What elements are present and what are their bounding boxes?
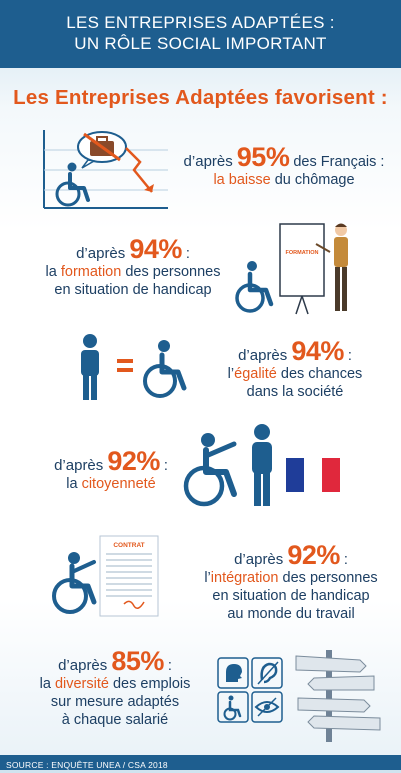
- item4-percent: 92%: [107, 446, 160, 476]
- item5-percent: 92%: [287, 540, 340, 570]
- item6-line4: à chaque salarié: [61, 712, 169, 728]
- item3-line2-pre: l’: [227, 366, 235, 382]
- trainer-icon: [235, 223, 348, 315]
- item3-prefix: d’après: [238, 347, 288, 364]
- header-title-line2: UN RÔLE SOCIAL IMPORTANT: [74, 34, 327, 53]
- board-label: FORMATION: [285, 250, 319, 256]
- item1-suffix: des Français :: [293, 154, 385, 170]
- item2-line3: en situation de handicap: [54, 282, 212, 298]
- item4-suffix: :: [163, 458, 168, 474]
- item3-suffix: :: [347, 348, 352, 364]
- item4-highlight: citoyenneté: [81, 476, 156, 492]
- item2-rest: des personnes: [125, 264, 221, 280]
- item4-prefix: d’après: [54, 457, 104, 474]
- item5-text: d’après 92% : l’intégration des personne…: [186, 542, 396, 623]
- citizenship-icon: [183, 424, 340, 507]
- item6-line2-pre: la: [39, 676, 51, 692]
- item3-percent: 94%: [291, 336, 344, 366]
- equality-icon: [81, 334, 187, 400]
- item5-suffix: :: [343, 552, 348, 568]
- item5-line2-pre: l’: [204, 570, 211, 586]
- item6-prefix: d’après: [58, 657, 108, 674]
- source-credit: SOURCE : ENQUÊTE UNEA / CSA 2018: [6, 760, 168, 770]
- item3-text: d’après 94% : l’égalité des chances dans…: [200, 338, 390, 401]
- item2-suffix: :: [185, 246, 190, 262]
- item5-line4: au monde du travail: [227, 606, 355, 622]
- item4-line2-pre: la: [66, 476, 78, 492]
- contract-label: CONTRAT: [113, 542, 145, 549]
- item5-rest: des personnes: [282, 570, 378, 586]
- item2-line2-pre: la: [45, 264, 57, 280]
- item6-rest: des emplois: [112, 676, 191, 692]
- item3-highlight: égalité: [234, 366, 277, 382]
- item6-line3: sur mesure adaptés: [50, 694, 180, 710]
- item6-text: d’après 85% : la diversité des emplois s…: [20, 648, 210, 729]
- item2-prefix: d’après: [76, 245, 126, 262]
- item1-rest: du chômage: [274, 172, 355, 188]
- item4-text: d’après 92% : la citoyenneté: [36, 448, 186, 493]
- wheelchair-chart-icon: [43, 130, 168, 209]
- item2-text: d’après 94% : la formation des personnes…: [28, 236, 238, 299]
- item2-highlight: formation: [60, 264, 122, 280]
- item6-suffix: :: [167, 658, 172, 674]
- item1-text: d’après 95% des Français : la baisse du …: [174, 144, 394, 189]
- item5-prefix: d’après: [234, 551, 284, 568]
- item6-highlight: diversité: [54, 676, 109, 692]
- item3-line3: dans la société: [246, 384, 344, 400]
- item2-percent: 94%: [129, 234, 182, 264]
- item3-rest: des chances: [280, 366, 363, 382]
- header-banner: LES ENTREPRISES ADAPTÉES : UN RÔLE SOCIA…: [0, 0, 401, 68]
- footer-bar: SOURCE : ENQUÊTE UNEA / CSA 2018: [0, 755, 401, 770]
- item6-percent: 85%: [111, 646, 164, 676]
- item5-line3: en situation de handicap: [212, 588, 370, 604]
- item1-highlight: la baisse: [213, 172, 271, 188]
- disability-types-icon: [217, 650, 381, 742]
- contract-icon: [52, 535, 159, 617]
- item1-prefix: d’après: [183, 153, 233, 170]
- header-title-line1: LES ENTREPRISES ADAPTÉES :: [66, 13, 335, 32]
- item5-highlight: intégration: [210, 570, 279, 586]
- headline: Les Entreprises Adaptées favorisent :: [13, 86, 388, 109]
- item1-percent: 95%: [236, 142, 290, 172]
